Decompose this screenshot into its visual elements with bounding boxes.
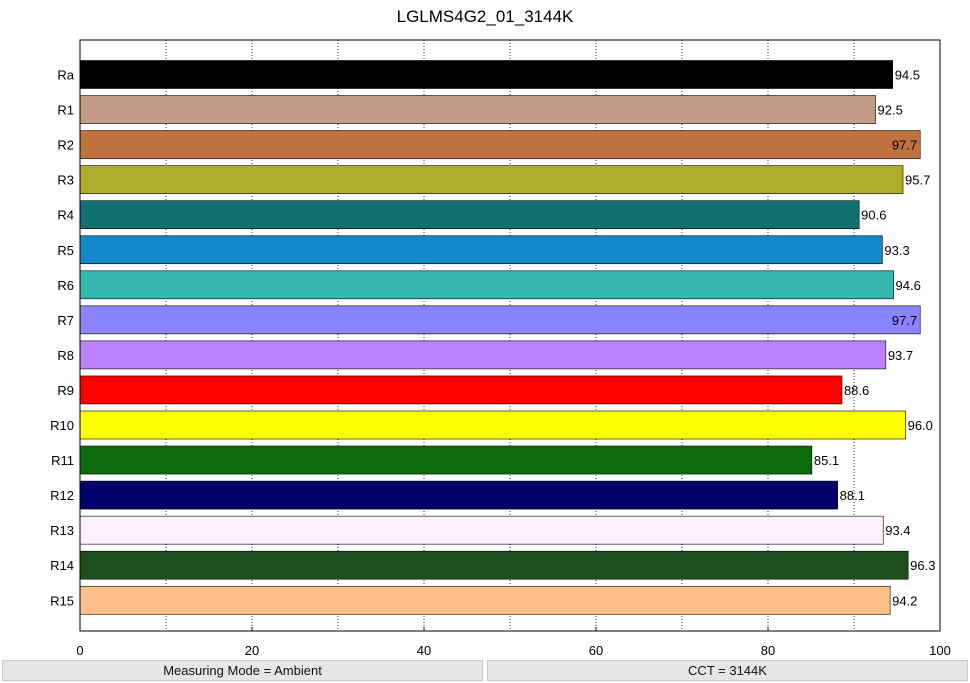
- value-label: 96.3: [910, 558, 935, 573]
- category-label: R12: [50, 488, 74, 503]
- value-label: 94.5: [895, 68, 920, 83]
- value-label: 97.7: [892, 313, 917, 328]
- x-tick-label: 100: [929, 643, 951, 658]
- value-label: 90.6: [861, 208, 886, 223]
- x-tick-label: 0: [76, 643, 83, 658]
- bar-r1: [79, 95, 876, 124]
- status-bar: Measuring Mode = Ambient CCT = 3144K: [2, 660, 968, 681]
- bar-r15: [79, 585, 891, 615]
- bar-r5: [79, 235, 883, 265]
- bar-r12: [79, 480, 838, 510]
- bar-r3: [79, 165, 904, 194]
- x-tick-label: 40: [417, 643, 431, 658]
- x-axis: 0 20 40 60 80 100: [76, 627, 951, 658]
- bar-ra: [79, 60, 894, 89]
- bar-r6: [79, 270, 894, 300]
- bar-r9: [79, 375, 843, 405]
- cct-status: CCT = 3144K: [487, 660, 968, 681]
- category-label: R2: [57, 138, 74, 153]
- category-label: Ra: [57, 68, 74, 83]
- category-label: R13: [50, 523, 74, 538]
- bar-r14: [79, 550, 909, 580]
- bar-r4: [79, 200, 860, 229]
- category-label: R3: [57, 173, 74, 188]
- bar-r13: [79, 515, 884, 545]
- x-tick-label: 80: [761, 643, 775, 658]
- bar-chart: Ra 94.5 R1 92.5 R2 97.7 R3 95.7 R4 90.6 R5 93.3 R6 94…: [50, 39, 951, 658]
- bars: Ra 94.5 R1 92.5 R2 97.7 R3 95.7 R4 90.6 R5 93.3 R6 94…: [50, 60, 935, 615]
- value-label: 94.6: [896, 278, 921, 293]
- category-label: R6: [57, 278, 74, 293]
- category-label: R4: [57, 208, 74, 223]
- bar-r8: [79, 340, 887, 370]
- bar-r7: [79, 305, 921, 335]
- category-label: R14: [50, 558, 74, 573]
- bar-r11: [79, 445, 813, 475]
- bar-r2: [79, 130, 921, 159]
- x-tick-label: 20: [245, 643, 259, 658]
- category-label: R5: [57, 243, 74, 258]
- category-label: R9: [57, 383, 74, 398]
- value-label: 85.1: [814, 453, 839, 468]
- category-label: R11: [51, 453, 74, 468]
- value-label: 95.7: [905, 173, 930, 188]
- value-label: 88.1: [840, 488, 865, 503]
- category-label: R7: [57, 313, 74, 328]
- category-label: R8: [57, 348, 74, 363]
- value-label: 97.7: [892, 138, 917, 153]
- category-label: R10: [50, 418, 74, 433]
- value-label: 94.2: [892, 593, 917, 608]
- value-label: 88.6: [844, 383, 869, 398]
- value-label: 93.7: [888, 348, 913, 363]
- chart-title: LGLMS4G2_01_3144K: [396, 7, 574, 26]
- x-tick-label: 60: [589, 643, 603, 658]
- bar-r10: [79, 410, 906, 440]
- value-label: 96.0: [908, 418, 933, 433]
- category-label: R15: [50, 593, 74, 608]
- value-label: 93.4: [885, 523, 910, 538]
- value-label: 92.5: [878, 103, 903, 118]
- value-label: 93.3: [884, 243, 909, 258]
- plot-frame: [79, 39, 941, 632]
- category-label: R1: [57, 103, 74, 118]
- measuring-mode-status: Measuring Mode = Ambient: [2, 660, 483, 681]
